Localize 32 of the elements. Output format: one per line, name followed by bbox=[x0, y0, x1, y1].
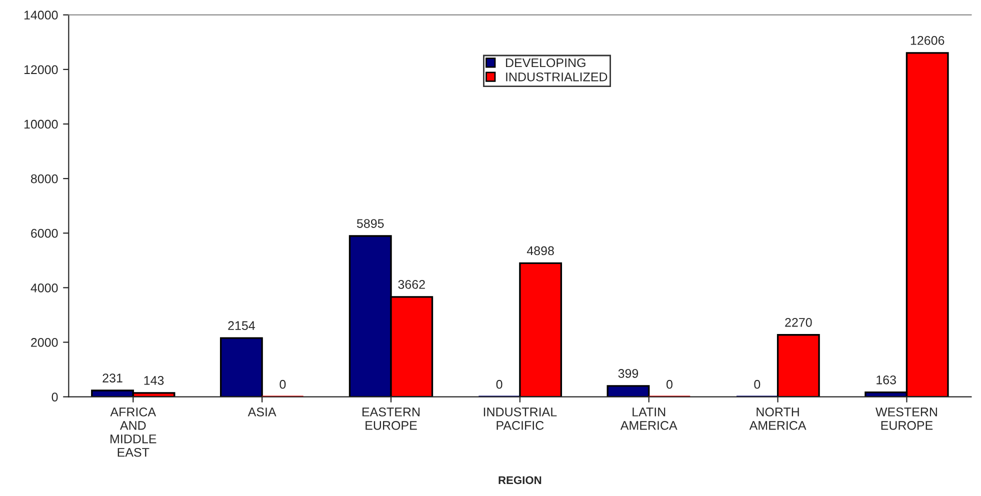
x-tick-label: NORTH AMERICA bbox=[749, 408, 806, 430]
y-tick-label: 2000 bbox=[31, 338, 58, 347]
data-label: 0 bbox=[496, 380, 502, 389]
y-tick-label: 10000 bbox=[24, 120, 58, 129]
legend-label: INDUSTRIALIZED bbox=[506, 72, 608, 82]
y-tick-label: 14000 bbox=[24, 10, 58, 20]
data-label: 231 bbox=[102, 374, 122, 382]
legend-label: DEVELOPING bbox=[506, 58, 586, 68]
data-label: 163 bbox=[876, 375, 896, 384]
data-label: 2270 bbox=[785, 318, 812, 327]
data-label: 143 bbox=[144, 376, 164, 385]
x-tick-label: AFRICA AND MIDDLE EAST bbox=[110, 408, 156, 457]
data-label: 2154 bbox=[228, 321, 255, 330]
data-label: 0 bbox=[666, 380, 672, 389]
data-label: 3662 bbox=[398, 280, 425, 289]
x-tick-label: INDUSTRIAL PACIFIC bbox=[484, 408, 557, 430]
x-tick-label: EASTERN EUROPE bbox=[362, 408, 420, 430]
x-axis-title: REGION bbox=[498, 476, 542, 484]
y-tick-label: 4000 bbox=[30, 283, 58, 292]
x-tick-label: LATIN AMERICA bbox=[620, 408, 678, 430]
data-label: 12606 bbox=[910, 36, 944, 45]
y-tick-label: 6000 bbox=[31, 228, 58, 238]
y-tick-label: 0 bbox=[52, 392, 58, 402]
data-label: 0 bbox=[754, 380, 760, 389]
y-tick-label: 8000 bbox=[30, 174, 58, 184]
y-tick-label: 12000 bbox=[24, 65, 58, 74]
x-tick-label: WESTERN EUROPE bbox=[876, 408, 937, 430]
x-tick-label: ASIA bbox=[248, 408, 276, 416]
data-label: 399 bbox=[618, 369, 638, 378]
data-label: 4898 bbox=[526, 246, 554, 256]
data-label: 5895 bbox=[356, 219, 384, 228]
data-label: 0 bbox=[280, 380, 286, 389]
